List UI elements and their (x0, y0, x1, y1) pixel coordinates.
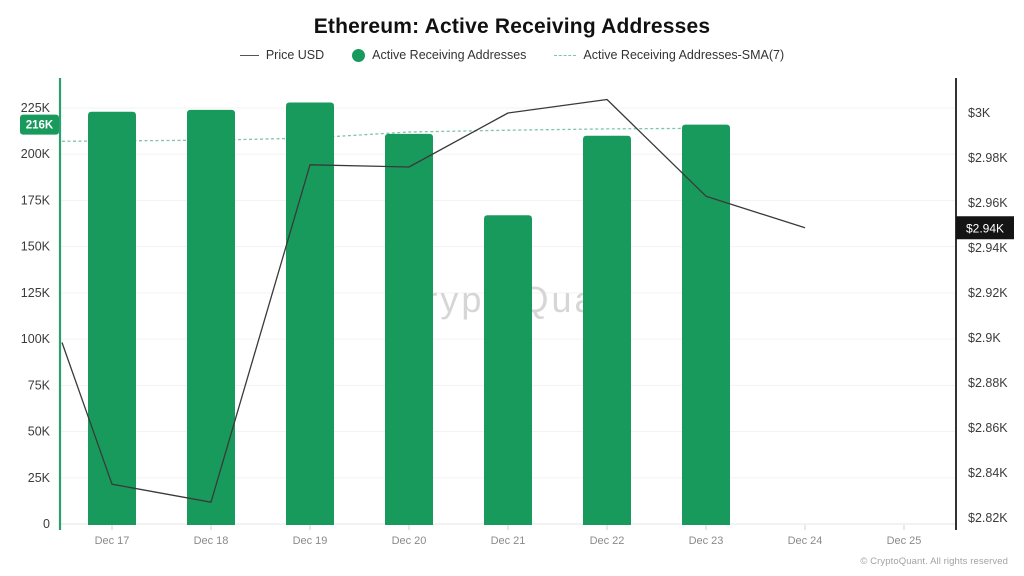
left-axis-labels: 0 25K 50K 75K 100K 125K 150K 175K 200K 225K (21, 101, 51, 531)
right-axis-labels: $2.82K $2.84K $2.86K $2.88K $2.9K $2.92K $2.94… (968, 106, 1008, 525)
right-tick-$2.82K: $2.82K (968, 511, 1008, 525)
left-tick-125K: 125K (21, 286, 51, 300)
right-tick-$3K: $3K (968, 106, 991, 120)
left-tick-25K: 25K (28, 471, 51, 485)
right-badge-label: $2.94K (966, 221, 1004, 235)
legend-item-sma[interactable]: Active Receiving Addresses-SMA(7) (554, 48, 784, 62)
bars-series (88, 102, 730, 526)
bar-dec-17[interactable] (88, 111, 136, 525)
legend-item-active-receiving-addresses[interactable]: Active Receiving Addresses (352, 48, 526, 62)
x-label-dec-23: Dec 23 (689, 535, 724, 547)
x-label-dec-21: Dec 21 (491, 535, 526, 547)
bar-dec-18[interactable] (187, 109, 235, 526)
left-badge-label: 216K (26, 120, 54, 132)
x-label-dec-19: Dec 19 (293, 535, 328, 547)
right-tick-$2.88K: $2.88K (968, 376, 1008, 390)
legend-item-price-usd[interactable]: Price USD (239, 48, 325, 62)
price-line-icon (239, 54, 259, 56)
right-tick-$2.94K: $2.94K (968, 241, 1008, 255)
legend-label-sma: Active Receiving Addresses-SMA(7) (583, 48, 785, 62)
bar-dec-20[interactable] (385, 133, 433, 525)
left-tick-175K: 175K (21, 193, 51, 207)
left-tick-150K: 150K (21, 240, 51, 254)
x-label-dec-24: Dec 24 (788, 535, 823, 547)
bar-dec-22[interactable] (583, 135, 631, 525)
x-label-dec-22: Dec 22 (590, 535, 625, 547)
left-tick-75K: 75K (28, 378, 51, 392)
left-tick-200K: 200K (21, 147, 51, 161)
right-tick-$2.96K: $2.96K (968, 196, 1008, 210)
sma-dashed-line-icon (554, 54, 577, 56)
bar-dec-23[interactable] (682, 124, 730, 525)
left-tick-225K: 225K (21, 101, 51, 115)
left-tick-0: 0 (43, 517, 50, 531)
bar-dec-19[interactable] (286, 102, 334, 525)
right-price-badge: $2.94K (956, 216, 1014, 240)
left-tick-50K: 50K (28, 425, 51, 439)
bar-dec-21[interactable] (484, 215, 532, 526)
x-label-dec-20: Dec 20 (392, 535, 427, 547)
x-label-dec-18: Dec 18 (194, 535, 229, 547)
right-tick-$2.84K: $2.84K (968, 466, 1008, 480)
axis-lines (58, 78, 957, 530)
copyright-notice: © CryptoQuant. All rights reserved (860, 556, 1008, 567)
right-tick-$2.92K: $2.92K (968, 286, 1008, 300)
right-tick-$2.86K: $2.86K (968, 421, 1008, 435)
legend-label-price-usd: Price USD (265, 48, 325, 62)
x-label-dec-25: Dec 25 (887, 535, 922, 547)
legend: Price USD Active Receiving Addresses Act… (0, 48, 1024, 62)
left-tick-100K: 100K (21, 332, 51, 346)
bar-series-dot-icon (352, 48, 366, 62)
right-tick-$2.98K: $2.98K (968, 151, 1008, 165)
price-line (61, 98, 806, 503)
chart-title: Ethereum: Active Receiving Addresses (313, 15, 711, 38)
legend-label-active-receiving-addresses: Active Receiving Addresses (372, 48, 527, 62)
right-tick-$2.9K: $2.9K (968, 331, 1001, 345)
left-value-badge: 216K (20, 114, 59, 135)
x-label-dec-17: Dec 17 (95, 535, 130, 547)
x-axis: Dec 17 Dec 18 Dec 19 Dec 20 Dec 21 Dec 22 Dec … (95, 525, 922, 547)
